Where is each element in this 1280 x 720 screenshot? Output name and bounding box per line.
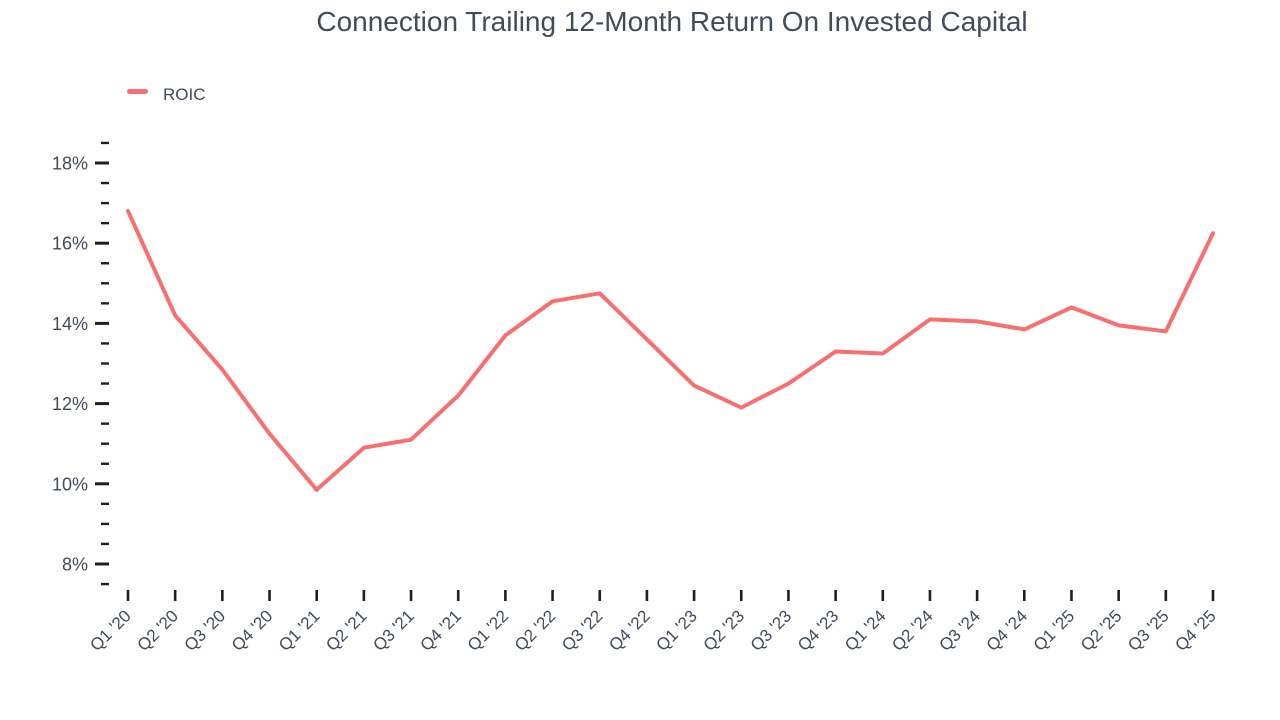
x-tick-label: Q4 '25 [1171,606,1219,654]
legend-line-swatch-icon [127,89,148,94]
x-tick-label: Q2 '21 [322,606,370,654]
y-tick-label: 8% [62,555,88,575]
x-tick-label: Q1 '25 [1030,606,1078,654]
y-tick-label: 18% [52,154,88,174]
y-tick-label: 16% [52,234,88,254]
y-axis: 18% 16% 14% 12% 10% 8% [52,141,109,586]
x-tick-label: Q3 '23 [747,606,795,654]
x-tick-label: Q4 '23 [794,606,842,654]
y-tick-label: 10% [52,474,88,494]
chart-title: Connection Trailing 12-Month Return On I… [316,6,1027,37]
x-tick-label: Q2 '24 [888,606,936,654]
x-tick-label: Q1 '20 [86,606,134,654]
x-tick-label: Q4 '24 [983,606,1031,654]
legend-label: ROIC [163,85,206,104]
x-tick-label: Q1 '23 [652,606,700,654]
y-tick-label: 12% [52,394,88,414]
x-tick-label: Q2 '25 [1077,606,1125,654]
y-tick-label: 14% [52,314,88,334]
x-tick-label: Q2 '23 [700,606,748,654]
x-tick-label: Q3 '24 [935,606,983,654]
x-tick-label: Q4 '22 [605,606,653,654]
x-tick-label: Q3 '21 [369,606,417,654]
roic-series-line [126,209,1215,492]
x-tick-label: Q1 '22 [464,606,512,654]
x-tick-label: Q3 '22 [558,606,606,654]
x-tick-label: Q4 '20 [228,606,276,654]
x-tick-label: Q2 '22 [511,606,559,654]
x-tick-label: Q1 '24 [841,606,889,654]
legend: ROIC [127,85,206,104]
x-tick-label: Q2 '20 [134,606,182,654]
x-tick-label: Q3 '20 [181,606,229,654]
x-tick-label: Q4 '21 [417,606,465,654]
x-tick-label: Q1 '21 [275,606,323,654]
x-tick-label: Q3 '25 [1124,606,1172,654]
